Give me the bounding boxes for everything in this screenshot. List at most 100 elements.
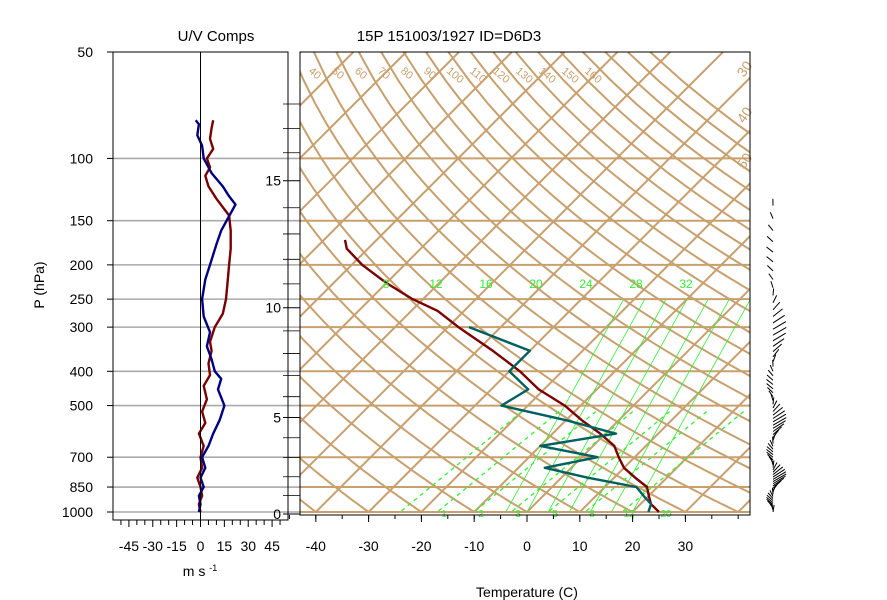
wind-barb [767, 224, 774, 231]
uv-series-lines [194, 119, 237, 513]
wind-barb [768, 390, 774, 398]
skewt-panel: 40 50 60 70 80 90 100 110 120 130 140 150 160 3040508… [265, 28, 887, 600]
mixing-ratio-label: 24 [579, 277, 593, 291]
uv-y-tick-label: 50 [77, 44, 93, 60]
skewt-x-tick-label: -20 [411, 538, 431, 554]
dry-adiabat [300, 375, 475, 513]
skewt-x-tick-label: 0 [523, 538, 531, 554]
mixing-ratio-line [590, 298, 709, 513]
theta-label: 120 [490, 65, 512, 86]
wind-barb [772, 407, 783, 416]
wind-barb [772, 338, 785, 347]
dry-adiabat [300, 293, 581, 513]
uv-v-line [194, 119, 237, 513]
wind-barb [772, 423, 785, 432]
wind-barb [767, 369, 774, 377]
skewt-x-tick-label: -30 [358, 538, 378, 554]
theta-e-label: 30 [733, 58, 755, 80]
dry-adiabat [312, 52, 750, 446]
dry-adiabats [300, 52, 750, 513]
uv-x-tick-label: -30 [143, 538, 163, 554]
wind-barb [772, 400, 778, 409]
isotherm [684, 445, 750, 513]
saturation-mixing-ratio-line [547, 411, 671, 513]
mixing-ratio-line [526, 298, 646, 513]
wind-barb [766, 446, 774, 453]
wind-barb [772, 314, 785, 324]
wind-barb [769, 364, 774, 372]
mixing-ratio-label: 12 [429, 277, 443, 291]
dry-adiabat [300, 498, 317, 513]
isotherm [300, 52, 724, 477]
wind-barb [767, 454, 774, 461]
skewt-x-tick-label: -40 [306, 538, 326, 554]
dry-adiabat [357, 52, 750, 400]
uv-pressure-gridlines [113, 157, 300, 513]
uv-x-axis-label: m s -1 [183, 563, 217, 579]
wind-barb [766, 236, 774, 243]
skewed-isotherms [300, 52, 887, 513]
sounding-traces [343, 239, 660, 513]
wind-barb [772, 288, 775, 296]
wind-barb [772, 429, 780, 438]
uv-x-tick-label: 15 [217, 538, 233, 554]
wind-barb [769, 490, 774, 497]
mixing-ratio-line [632, 299, 750, 513]
isotherm [737, 498, 750, 513]
isotherm [300, 52, 619, 371]
isotherm [631, 393, 750, 513]
saturation-mixing-ratio-line [399, 411, 523, 513]
wind-barb [772, 462, 778, 471]
isotherm [791, 52, 887, 512]
uv-x-tick-label: 30 [240, 538, 256, 554]
uv-y-tick-label: 500 [70, 398, 94, 414]
uv-y-tick-label: 150 [70, 213, 94, 229]
mixing-ratio-label: 20 [529, 277, 543, 291]
wind-barb [768, 273, 774, 280]
wind-barb [772, 301, 781, 311]
wind-barb [769, 439, 774, 447]
wind-barb [769, 212, 774, 219]
wind-barb [766, 256, 774, 263]
uv-y-tick-label: 100 [70, 150, 94, 166]
wind-barb [772, 403, 781, 412]
wind-barb [772, 397, 775, 405]
uv-title: U/V Comps [178, 28, 255, 45]
wind-barb [772, 480, 782, 489]
wind-barb [766, 374, 774, 381]
dry-adiabat [300, 165, 739, 513]
wind-barb [770, 281, 774, 288]
skewt-x-tick-label: 30 [678, 538, 694, 554]
mixing-ratio-line [547, 298, 667, 513]
dry-adiabat [300, 456, 370, 513]
wind-barb [772, 466, 784, 476]
mixing-ratio-label: 28 [629, 277, 643, 291]
wind-barb [772, 327, 787, 336]
uv-y-tick-label: 1000 [62, 504, 93, 520]
uv-x-tick-label: 45 [264, 538, 280, 554]
wind-barb [772, 464, 781, 473]
dry-adiabat [335, 52, 750, 423]
wind-barb [766, 265, 774, 272]
wind-barb [772, 471, 787, 480]
isotherm [300, 52, 566, 319]
theta-e-label: 40 [733, 104, 755, 126]
wind-barb [766, 246, 774, 253]
uv-y-tick-label: 200 [70, 257, 94, 273]
skewt-x-tick-label: 10 [572, 538, 588, 554]
isotherm [315, 76, 750, 513]
wind-barb [772, 417, 787, 426]
skewt-x-tick-label: -10 [464, 538, 484, 554]
wind-barb [772, 295, 778, 303]
uv-x-ticks: -45 -30 -15 0 15 30 45 [119, 520, 281, 554]
wind-barb [767, 500, 774, 507]
temperature-trace [343, 239, 660, 513]
wind-barb [772, 332, 786, 342]
isotherm [300, 52, 671, 424]
uv-y-tick-label: 400 [70, 363, 94, 379]
wind-barb [767, 386, 774, 394]
wind-barb [766, 498, 774, 505]
dry-adiabat [300, 415, 422, 513]
